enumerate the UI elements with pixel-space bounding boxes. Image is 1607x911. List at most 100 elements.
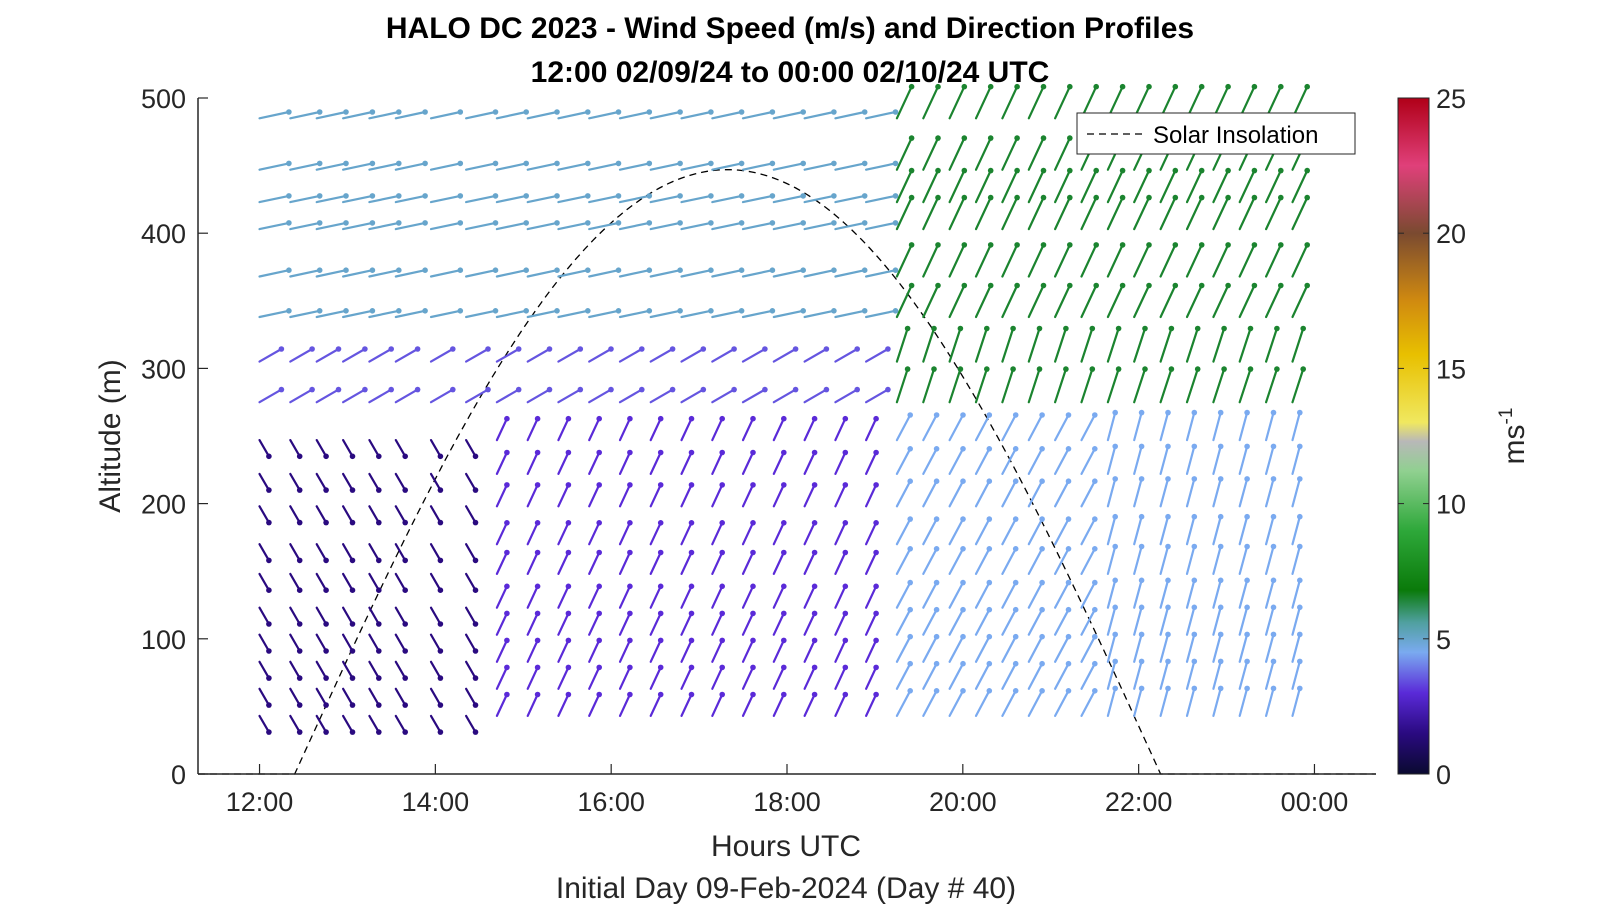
wind-arrow (588, 160, 622, 171)
wind-arrow-head (800, 220, 806, 226)
wind-arrow (368, 660, 382, 681)
wind-arrow-head (266, 557, 272, 564)
wind-arrow (1291, 685, 1303, 718)
wind-arrow-head (565, 449, 572, 456)
wind-arrow (394, 109, 428, 120)
wind-arrow (741, 346, 768, 363)
wind-arrow (772, 386, 799, 404)
wind-arrow (922, 606, 940, 636)
wind-arrow-shaft (289, 472, 301, 492)
wind-arrow (922, 83, 941, 120)
wind-arrow-shaft (711, 521, 724, 546)
wind-arrow-shaft (342, 633, 354, 653)
wind-arrow (1238, 194, 1258, 231)
wind-arrow-head (1138, 476, 1145, 482)
wind-arrow-shaft (772, 417, 785, 442)
wind-arrow-head (873, 664, 879, 671)
wind-arrow (526, 549, 541, 576)
wind-arrow (1133, 366, 1148, 404)
wind-arrow-head (1172, 167, 1179, 174)
wind-arrow (1133, 543, 1145, 576)
wind-arrow-head (961, 242, 968, 248)
wind-arrow-shaft (741, 639, 755, 663)
x-tick-label: 12:00 (226, 787, 294, 817)
wind-arrow-head (437, 519, 444, 526)
wind-arrow (1001, 660, 1019, 690)
wind-arrow-head (904, 325, 911, 332)
wind-arrow-shaft (895, 196, 913, 231)
wind-arrow-shaft (834, 388, 859, 404)
wind-arrow (1080, 325, 1096, 363)
wind-arrow-head (933, 633, 940, 640)
wind-arrow-head (504, 691, 510, 698)
wind-arrow-shaft (1001, 517, 1017, 546)
wind-arrow-head (1065, 606, 1072, 613)
wind-arrow-head (349, 453, 356, 460)
wind-arrow (1106, 577, 1118, 609)
wind-arrow-head (1112, 604, 1118, 611)
wind-arrow-shaft (1264, 515, 1275, 546)
wind-arrow-head (577, 386, 584, 393)
wind-arrow-shaft (772, 221, 805, 231)
wind-arrow (1159, 366, 1175, 404)
wind-arrow (741, 386, 768, 404)
wind-arrow-head (1172, 242, 1179, 248)
wind-arrow-shaft (1133, 579, 1143, 609)
wind-arrow-shaft (1027, 608, 1044, 636)
wind-arrow-head (986, 412, 993, 418)
wind-arrow-head (266, 621, 272, 627)
wind-arrow-shaft (1238, 545, 1249, 576)
wind-arrow-head (1092, 606, 1098, 613)
wind-arrow-head (1244, 577, 1250, 584)
wind-arrow (649, 160, 683, 171)
wind-arrow-head (646, 267, 653, 274)
wind-arrow (289, 472, 303, 493)
wind-arrow-shaft (618, 221, 651, 231)
wind-arrow-shaft (974, 413, 991, 442)
wind-arrow (864, 386, 891, 404)
wind-arrow (741, 308, 776, 319)
wind-arrow (618, 267, 653, 278)
wind-arrow (895, 366, 911, 404)
wind-arrow-shaft (1159, 545, 1170, 576)
wind-arrow-head (596, 691, 602, 698)
wind-arrow (1001, 546, 1019, 576)
wind-arrow-head (831, 308, 837, 314)
wind-arrow-shaft (741, 666, 755, 690)
wind-arrow-head (719, 637, 725, 644)
wind-arrow-head (800, 308, 806, 314)
wind-arrow (1080, 282, 1099, 319)
wind-arrow (495, 386, 522, 404)
wind-arrow (394, 472, 409, 493)
wind-arrow (618, 520, 633, 546)
wind-arrow (526, 664, 541, 690)
wind-arrow (258, 346, 285, 363)
wind-arrow-shaft (258, 660, 270, 680)
wind-arrow-shaft (394, 110, 427, 120)
wind-arrow (772, 691, 787, 718)
wind-arrow (1185, 604, 1198, 636)
wind-arrow-shaft (258, 309, 290, 319)
wind-arrow-head (1172, 83, 1179, 90)
wind-arrow-shaft (1053, 284, 1071, 319)
wind-arrow (834, 549, 849, 576)
wind-arrow-head (1244, 543, 1250, 550)
wind-arrow-head (1014, 242, 1020, 248)
wind-arrow-shaft (1001, 547, 1017, 576)
wind-arrow (342, 572, 356, 593)
wind-arrow (588, 193, 622, 204)
wind-arrow (465, 220, 499, 231)
wind-arrow-head (688, 520, 695, 526)
wind-arrow (1053, 167, 1073, 204)
wind-arrow-shaft (895, 413, 912, 442)
wind-arrow-head (1012, 579, 1019, 586)
wind-arrow-shaft (1053, 447, 1070, 475)
wind-arrow (895, 579, 913, 609)
wind-arrow-head (369, 308, 376, 314)
wind-arrow-shaft (649, 585, 662, 609)
wind-arrow-shaft (618, 521, 632, 546)
wind-arrow-head (1138, 658, 1145, 665)
wind-arrow-shaft (1001, 413, 1017, 442)
wind-arrow-head (402, 453, 409, 460)
wind-arrow-head (402, 729, 409, 735)
